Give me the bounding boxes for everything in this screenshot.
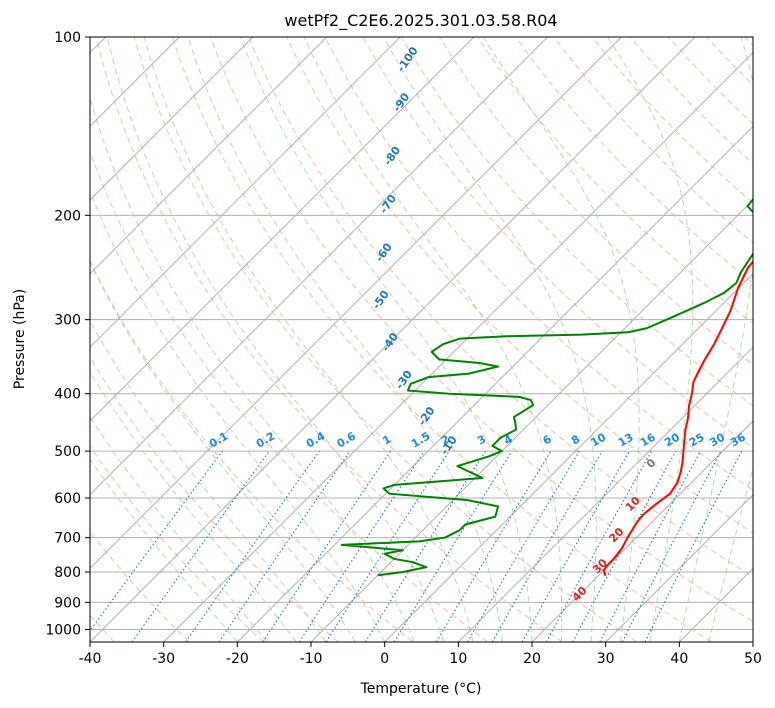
dry-adiabat-line xyxy=(133,37,638,642)
y-tick-label: 400 xyxy=(54,387,81,403)
dry-adiabat-line xyxy=(248,37,753,578)
moist-adiabats xyxy=(90,37,753,642)
y-tick-label: 700 xyxy=(54,531,81,547)
isotherm-line xyxy=(457,346,753,642)
moist-adiabat-line xyxy=(187,37,504,642)
isotherm-line xyxy=(90,37,622,570)
y-axis-ticks: 100 200 300 400 500 600 700 800 900 1000 xyxy=(45,30,90,638)
y-tick-label: 800 xyxy=(54,565,81,581)
y-tick-label: 300 xyxy=(54,313,81,329)
isotherm-line xyxy=(90,37,549,496)
x-tick-label: 40 xyxy=(670,651,688,667)
dry-adiabat-line xyxy=(400,37,753,407)
isotherm-line xyxy=(163,51,753,642)
moist-adiabat-line xyxy=(90,370,297,642)
moist-adiabat-line xyxy=(90,319,327,642)
y-tick-label: 500 xyxy=(54,444,81,460)
y-tick-label: 600 xyxy=(54,491,81,507)
moist-adiabat-line xyxy=(482,37,640,642)
mixing-ratio-line xyxy=(572,450,677,642)
dry-adiabat-line xyxy=(591,37,753,204)
sounding-profiles xyxy=(340,197,753,577)
mixing-ratio-line xyxy=(364,450,486,642)
x-tick-label: 50 xyxy=(744,651,762,667)
moist-adiabat-line xyxy=(106,37,445,642)
x-tick-label: 0 xyxy=(380,651,389,667)
y-tick-label: 200 xyxy=(54,208,81,224)
y-axis-label: Pressure (hPa) xyxy=(12,289,28,389)
dry-adiabat-line xyxy=(324,37,753,491)
moist-adiabat-line xyxy=(607,37,694,642)
isotherms xyxy=(90,37,753,642)
isotherm-line xyxy=(90,37,475,422)
dry-adiabat-line xyxy=(629,37,753,165)
x-tick-label: 30 xyxy=(597,651,615,667)
dry-adiabat-line xyxy=(171,37,712,642)
mixing-ratio-line xyxy=(491,450,603,642)
dry-adiabat-line xyxy=(515,37,753,284)
moist-adiabat-line xyxy=(678,37,753,642)
dry-adiabat-line xyxy=(477,37,753,325)
x-axis-label: Temperature (°C) xyxy=(360,681,482,697)
mixing-ratio-line xyxy=(131,450,270,642)
moist-adiabat-line xyxy=(303,37,563,642)
dry-adiabat-line xyxy=(210,37,753,623)
moist-adiabat-line xyxy=(708,466,753,642)
mixing-ratio-line xyxy=(521,450,630,642)
isotherm-line xyxy=(90,37,328,275)
mixing-ratio-line xyxy=(90,450,223,632)
x-tick-label: -10 xyxy=(300,651,323,667)
x-tick-label: -30 xyxy=(152,651,175,667)
mixing-ratio-line xyxy=(393,450,513,642)
isotherm-line xyxy=(531,420,753,642)
dewpoint-profile-line xyxy=(340,197,753,577)
moist-adiabat-line xyxy=(90,260,356,642)
isotherm-line xyxy=(236,125,753,642)
mixing-ratio-line xyxy=(545,450,653,642)
x-axis-ticks: -40 -30 -20 -10 0 10 20 30 40 50 xyxy=(79,642,762,667)
mixing-ratio-line xyxy=(435,450,552,642)
mixing-ratio-line xyxy=(185,450,320,642)
moist-adiabat-line xyxy=(239,37,533,642)
moist-adiabat-line xyxy=(90,189,386,642)
pressure-gridlines xyxy=(90,37,753,630)
mixing-ratio-line xyxy=(467,450,580,642)
plot-frame xyxy=(89,36,754,643)
y-tick-label: 1000 xyxy=(45,622,81,638)
isotherm-line xyxy=(90,37,254,201)
moist-adiabat-line xyxy=(90,416,268,642)
dry-adiabat-line xyxy=(90,259,414,642)
x-tick-label: -40 xyxy=(79,651,102,667)
plot-area xyxy=(90,37,753,642)
isotherm-line xyxy=(605,493,753,642)
x-tick-label: -20 xyxy=(226,651,249,667)
x-tick-label: 10 xyxy=(449,651,467,667)
moist-adiabat-line xyxy=(143,37,474,642)
dry-adiabat-line xyxy=(95,37,563,642)
moist-adiabat-line xyxy=(90,458,238,642)
chart-title: wetPf2_C2E6.2025.301.03.58.R04 xyxy=(284,11,557,31)
mixing-ratio-line xyxy=(218,450,351,642)
dry-adiabats xyxy=(90,37,753,642)
isotherm-line xyxy=(90,37,696,642)
y-tick-label: 900 xyxy=(54,595,81,611)
dry-adiabat-line xyxy=(90,445,264,642)
isotherm-line xyxy=(90,37,401,349)
moist-adiabat-line xyxy=(383,37,597,642)
x-tick-label: 20 xyxy=(523,651,541,667)
y-tick-label: 100 xyxy=(54,30,81,46)
temperature-profile-line xyxy=(602,260,753,577)
isotherm-line xyxy=(384,272,753,642)
